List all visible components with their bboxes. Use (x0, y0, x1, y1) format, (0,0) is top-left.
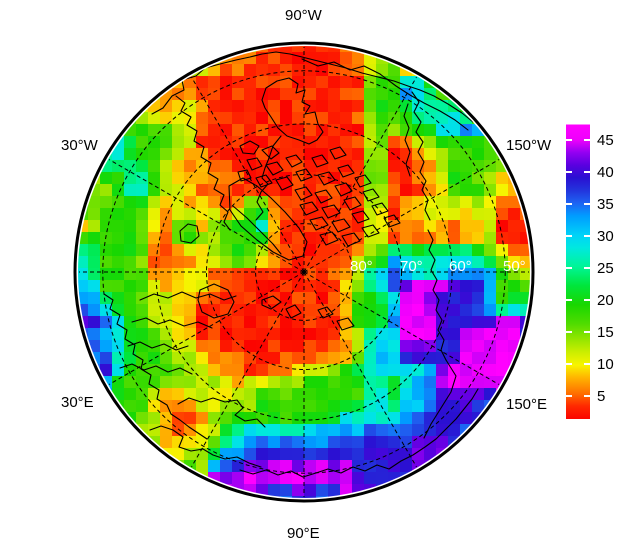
svg-text:10: 10 (597, 356, 614, 373)
svg-text:30: 30 (597, 228, 614, 245)
svg-text:150°E: 150°E (506, 396, 547, 413)
svg-text:5: 5 (597, 388, 605, 405)
svg-text:150°W: 150°W (506, 137, 552, 154)
svg-text:60°: 60° (449, 258, 472, 275)
svg-text:50°: 50° (503, 258, 526, 275)
svg-text:15: 15 (597, 324, 614, 341)
svg-text:90°W: 90°W (285, 7, 323, 24)
svg-text:35: 35 (597, 196, 614, 213)
svg-text:30°E: 30°E (61, 394, 94, 411)
svg-text:70°: 70° (400, 258, 423, 275)
svg-text:20: 20 (597, 292, 614, 309)
svg-text:45: 45 (597, 132, 614, 149)
svg-text:30°W: 30°W (61, 137, 99, 154)
svg-text:25: 25 (597, 260, 614, 277)
svg-text:80°: 80° (350, 258, 373, 275)
svg-text:90°E: 90°E (287, 525, 320, 542)
svg-text:40: 40 (597, 164, 614, 181)
